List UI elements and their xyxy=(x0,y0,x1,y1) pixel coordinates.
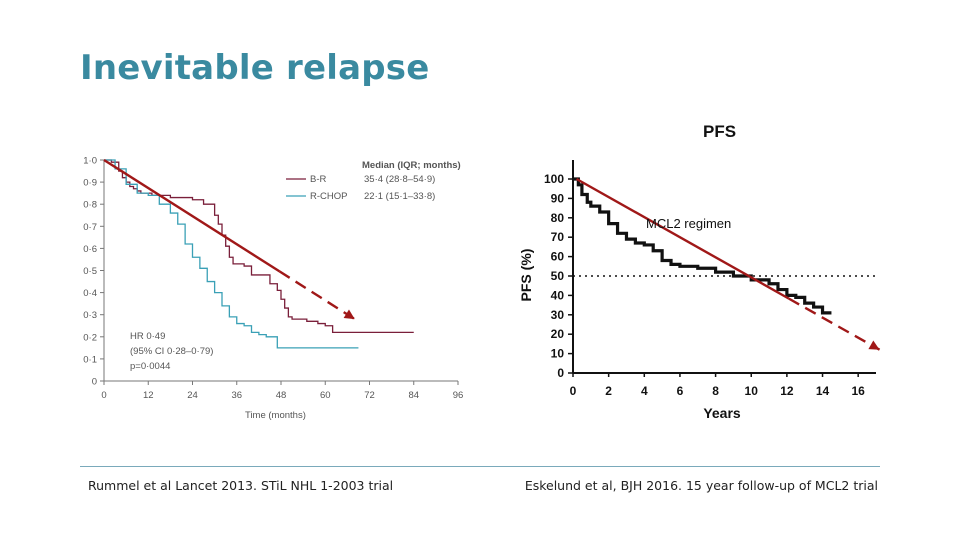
left-y-tick-label: 0·6 xyxy=(83,244,97,255)
right-y-tick-label: 40 xyxy=(551,288,565,302)
right-y-tick-label: 10 xyxy=(551,347,565,361)
left-y-tick-label: 0·1 xyxy=(83,354,97,365)
right-x-axis-label: Years xyxy=(703,405,741,421)
right-y-tick-label: 80 xyxy=(551,211,565,225)
left-x-tick-label: 48 xyxy=(276,390,287,401)
legend-title: Median (IQR; months) xyxy=(362,160,461,171)
citation-left: Rummel et al Lancet 2013. STiL NHL 1-200… xyxy=(88,478,394,493)
left-km-chart: 0 12 24 36 48 60 72 84 96 0 0·1 0·2 0·3 0·4 0·5 0·6 0·7 0… xyxy=(83,156,463,422)
left-y-tick-label: 0·4 xyxy=(83,288,97,299)
right-x-tick-label: 6 xyxy=(677,384,684,398)
right-x-tick-label: 10 xyxy=(745,384,759,398)
left-y-tick-label: 0·7 xyxy=(83,222,97,233)
right-y-tick-label: 0 xyxy=(557,366,564,380)
left-trend-dashed xyxy=(278,270,356,321)
left-x-tick-label: 96 xyxy=(453,390,464,401)
legend-label-br: B-R xyxy=(310,174,327,185)
right-x-tick-label: 4 xyxy=(641,384,648,398)
left-x-tick-label: 36 xyxy=(231,390,242,401)
right-axes xyxy=(572,160,876,374)
hr-annotation-2: (95% CI 0·28–0·79) xyxy=(130,346,213,357)
left-x-tick-label: 24 xyxy=(187,390,198,401)
left-x-tick-label: 12 xyxy=(143,390,154,401)
right-y-tick-label: 100 xyxy=(544,172,564,186)
right-x-tick-label: 8 xyxy=(712,384,719,398)
right-trend-dashed xyxy=(788,297,881,351)
right-y-tick-label: 30 xyxy=(551,308,565,322)
left-y-tick-label: 0·9 xyxy=(83,178,97,189)
left-y-tick-label: 1·0 xyxy=(83,156,97,167)
right-y-tick-label: 20 xyxy=(551,327,565,341)
left-x-tick-label: 0 xyxy=(101,390,106,401)
footer-divider xyxy=(80,466,880,467)
right-x-tick-label: 16 xyxy=(851,384,865,398)
left-y-tick-label: 0 xyxy=(92,377,97,388)
legend-label-rchop: R-CHOP xyxy=(310,191,347,202)
right-y-tick-label: 70 xyxy=(551,230,565,244)
right-y-tick-label: 50 xyxy=(551,269,565,283)
hr-annotation-1: HR 0·49 xyxy=(130,331,165,342)
right-x-tick-label: 12 xyxy=(780,384,794,398)
right-pfs-chart: PFS PFS (%) Years 0 2 4 6 8 10 12 14 16 0 10 20 30 40… xyxy=(518,122,881,421)
right-trend-solid xyxy=(575,177,790,300)
citation-right: Eskelund et al, BJH 2016. 15 year follow… xyxy=(524,478,878,493)
hr-annotation-3: p=0·0044 xyxy=(130,361,170,372)
left-x-tick-label: 84 xyxy=(408,390,419,401)
legend-median-br: 35·4 (28·8–54·9) xyxy=(364,174,435,185)
left-y-tick-label: 0·2 xyxy=(83,332,97,343)
right-chart-title: PFS xyxy=(703,122,736,141)
right-y-tick-label: 60 xyxy=(551,250,565,264)
right-trend-arrow xyxy=(575,177,881,351)
left-y-tick-label: 0·5 xyxy=(83,266,97,277)
left-trend-arrow xyxy=(103,158,356,321)
series-line-mcl2-pfs xyxy=(573,177,832,315)
right-trend-head xyxy=(868,340,880,350)
right-series xyxy=(573,177,832,315)
series-line-br xyxy=(104,159,414,334)
left-trend-solid xyxy=(103,158,281,273)
left-x-tick-label: 72 xyxy=(364,390,375,401)
left-ticks: 0 12 24 36 48 60 72 84 96 0 0·1 0·2 0·3 0·4 0·5 0·6 0·7 0… xyxy=(83,156,463,402)
left-x-tick-label: 60 xyxy=(320,390,331,401)
series-line-rchop xyxy=(104,159,359,349)
left-y-tick-label: 0·8 xyxy=(83,200,97,211)
slide-title: Inevitable relapse xyxy=(80,48,430,88)
left-trend-head xyxy=(343,309,355,320)
left-x-axis-label: Time (months) xyxy=(245,410,306,421)
right-x-tick-label: 14 xyxy=(816,384,830,398)
left-legend: Median (IQR; months) B-R 35·4 (28·8–54·9… xyxy=(286,160,461,202)
right-x-tick-label: 2 xyxy=(605,384,612,398)
right-ticks: 0 2 4 6 8 10 12 14 16 0 10 20 30 40 50 60 70 80 90 100 xyxy=(544,172,865,398)
right-y-axis-label: PFS (%) xyxy=(518,249,534,302)
right-y-tick-label: 90 xyxy=(551,191,565,205)
mcl2-regimen-label: MCL2 regimen xyxy=(646,216,731,231)
left-y-tick-label: 0·3 xyxy=(83,310,97,321)
right-x-tick-label: 0 xyxy=(570,384,577,398)
legend-median-rchop: 22·1 (15·1–33·8) xyxy=(364,191,435,202)
